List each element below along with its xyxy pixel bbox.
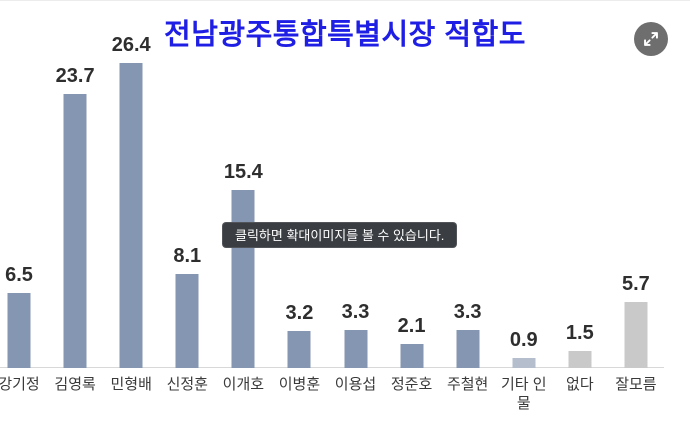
bar-category-label: 민형배 <box>110 376 152 393</box>
bar-category-label: 신정훈 <box>166 376 208 393</box>
bar-category-label: 이개호 <box>222 376 265 393</box>
bar-value-label: 2.1 <box>397 315 426 337</box>
bar-category-label: 정준호 <box>390 376 433 393</box>
bar-column: 15.4 이개호 <box>215 1 271 425</box>
bar-chart: 6.5 강기정 23.7 김영록 26.4 민형배 8.1 신정훈 15.4 이개호 3.2 이병훈 3… <box>0 1 664 425</box>
bar-column: 23.7 김영록 <box>47 1 103 425</box>
bar-category-label: 잘모름 <box>615 376 657 393</box>
bar-category-label: 강기정 <box>0 376 40 393</box>
bar-category-label: 기타 인물 <box>500 376 547 412</box>
bar-value-label: 23.7 <box>55 65 95 87</box>
bar-value-label: 3.2 <box>285 302 314 324</box>
bar <box>568 351 592 368</box>
bar <box>400 344 424 368</box>
bar <box>344 330 367 368</box>
bar-column: 3.2 이병훈 <box>271 1 327 425</box>
bar-column: 5.7 잘모름 <box>608 1 664 425</box>
bar-category-label: 없다 <box>566 376 594 393</box>
bar-column: 26.4 민형배 <box>103 1 159 425</box>
bar <box>231 190 255 368</box>
bar-column: 2.1 정준호 <box>384 1 440 425</box>
bar-value-label: 0.9 <box>509 329 538 351</box>
bar <box>63 94 87 368</box>
expand-button[interactable] <box>634 22 668 56</box>
bar-value-label: 5.7 <box>621 273 650 295</box>
bar-value-label: 6.5 <box>5 264 33 286</box>
bar-category-label: 이용섭 <box>334 376 377 393</box>
bar-column: 1.5 없다 <box>552 1 608 425</box>
bar <box>512 358 536 368</box>
bar <box>624 302 648 368</box>
bar-category-label: 주철현 <box>446 376 489 393</box>
bar-value-label: 1.5 <box>565 322 594 344</box>
bar-value-label: 3.3 <box>453 301 482 323</box>
bar-value-label: 15.4 <box>223 161 263 183</box>
bar-value-label: 3.3 <box>341 301 370 323</box>
chart-title: 전남광주통합특별시장 적합도 <box>164 19 526 51</box>
bar <box>119 63 143 368</box>
bar <box>7 293 31 368</box>
tooltip: 클릭하면 확대이미지를 볼 수 있습니다. <box>222 222 458 248</box>
bar-column: 8.1 신정훈 <box>159 1 215 425</box>
bar-value-label: 26.4 <box>111 34 151 56</box>
x-axis-line <box>0 367 664 368</box>
expand-arrows-icon <box>640 28 662 50</box>
bar <box>287 331 311 368</box>
bar-column: 0.9 기타 인물 <box>496 1 552 425</box>
bar-column: 3.3 이용섭 <box>327 1 383 425</box>
bar-category-label: 이병훈 <box>278 376 321 393</box>
bar-category-label: 김영록 <box>54 376 96 393</box>
bar <box>456 330 480 368</box>
bar-value-label: 8.1 <box>173 245 202 267</box>
bar <box>175 274 199 368</box>
bar-column: 3.3 주철현 <box>440 1 496 425</box>
bar-column: 6.5 강기정 <box>0 1 47 425</box>
